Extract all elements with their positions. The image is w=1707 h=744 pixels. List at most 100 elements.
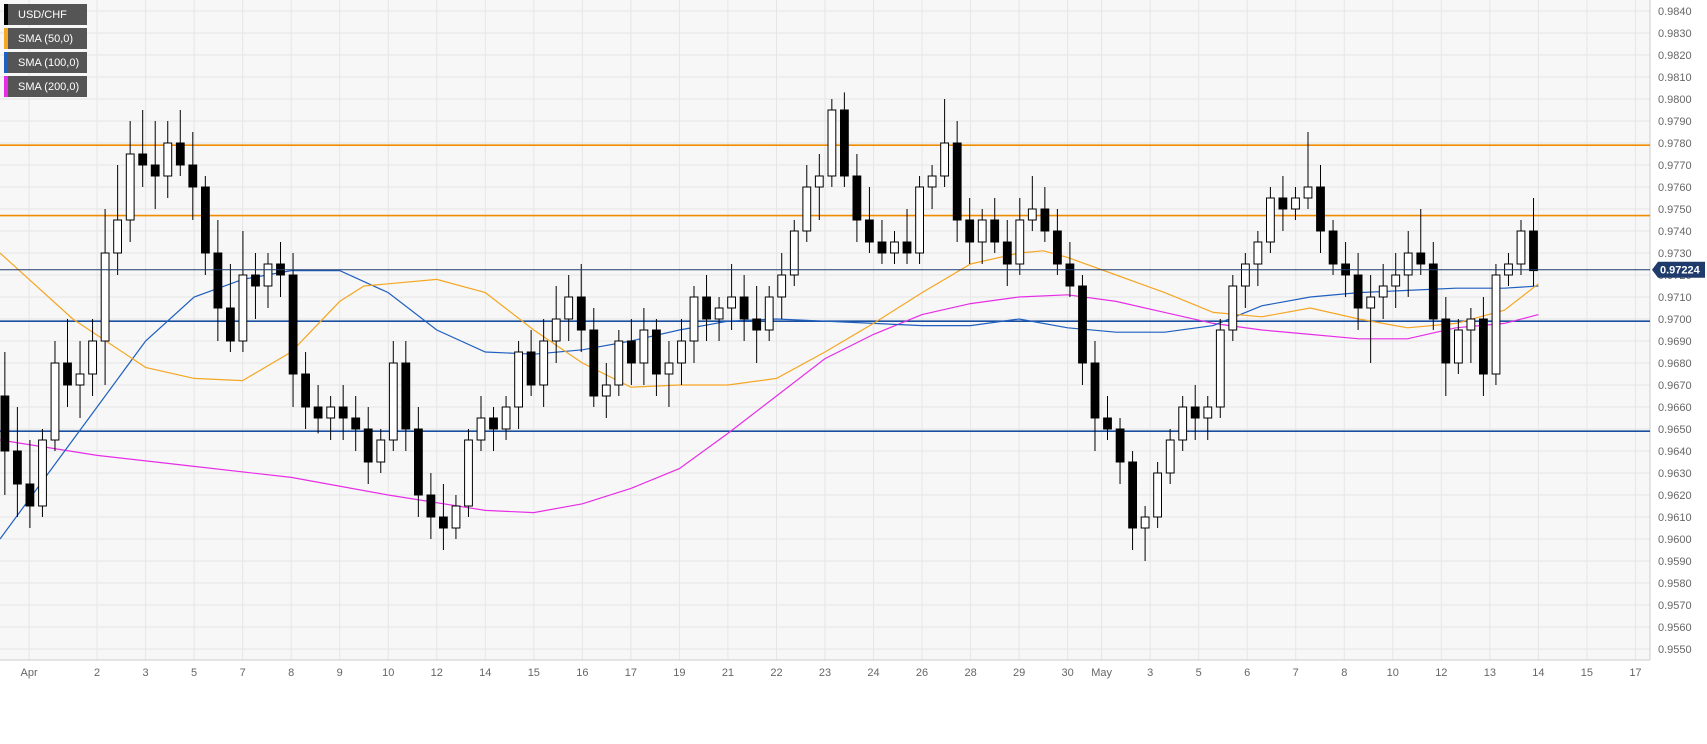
- y-tick-label: 0.9820: [1658, 50, 1692, 62]
- candle-body: [75, 373, 85, 386]
- candle-body: [727, 296, 737, 309]
- x-tick-label: 12: [1435, 667, 1447, 679]
- candle-body: [1153, 472, 1162, 518]
- candle-body: [125, 153, 135, 221]
- candle-body: [1316, 186, 1325, 232]
- candle-body: [376, 439, 386, 463]
- candle-body: [1090, 362, 1100, 419]
- candle-body: [627, 340, 636, 364]
- y-tick-label: 0.9640: [1658, 446, 1692, 458]
- candle-body: [175, 142, 185, 166]
- x-axis-area: [0, 660, 1650, 744]
- candle-body: [414, 428, 423, 496]
- candle-body: [977, 219, 987, 243]
- x-tick-label: 16: [576, 667, 588, 679]
- y-tick-label: 0.9680: [1658, 358, 1692, 370]
- candle-body: [1253, 241, 1263, 265]
- x-tick-label: 15: [1581, 667, 1593, 679]
- candle-body: [514, 351, 524, 408]
- candle-body: [1115, 428, 1125, 463]
- candle-body: [1065, 263, 1075, 287]
- legend-item-sma200[interactable]: SMA (200,0): [4, 76, 88, 97]
- candle-body: [802, 186, 812, 232]
- candle-body: [1454, 329, 1463, 364]
- candle-body: [439, 516, 448, 529]
- candle-body: [1466, 318, 1476, 331]
- candle-body: [451, 505, 461, 529]
- legend-item-sma50[interactable]: SMA (50,0): [4, 28, 88, 49]
- candle-body: [739, 296, 749, 320]
- legend: USD/CHF SMA (50,0) SMA (100,0) SMA (200,…: [4, 4, 88, 97]
- candle-body: [1140, 516, 1150, 529]
- candle-body: [213, 252, 223, 309]
- candle-body: [789, 230, 799, 276]
- y-tick-label: 0.9710: [1658, 292, 1692, 304]
- candle-body: [714, 307, 724, 320]
- candle-body: [1278, 197, 1288, 210]
- candle-body: [226, 307, 235, 342]
- price-tag-label: 0.97224: [1660, 265, 1701, 277]
- y-tick-label: 0.9570: [1658, 600, 1692, 612]
- x-tick-label: 17: [625, 667, 637, 679]
- candle-body: [464, 439, 473, 507]
- candle-body: [1027, 208, 1037, 221]
- candle-body: [702, 296, 712, 320]
- candle-body: [1015, 219, 1025, 265]
- x-tick-label: 23: [819, 667, 831, 679]
- x-tick-label: 6: [1244, 667, 1250, 679]
- candle-body: [915, 186, 925, 254]
- candle-body: [601, 384, 611, 397]
- x-tick-label: 14: [1532, 667, 1544, 679]
- candle-body: [677, 340, 686, 364]
- legend-item-usdchf[interactable]: USD/CHF: [4, 4, 88, 25]
- y-tick-label: 0.9660: [1658, 402, 1692, 414]
- candle-body: [288, 274, 298, 375]
- x-tick-label: 12: [431, 667, 443, 679]
- candle-body: [814, 175, 824, 188]
- candle-body: [752, 318, 762, 331]
- candle-body: [1403, 252, 1413, 276]
- candle-body: [401, 362, 411, 430]
- x-tick-label: 10: [382, 667, 394, 679]
- candle-body: [138, 153, 148, 166]
- candle-body: [689, 296, 699, 342]
- candle-body: [1479, 318, 1488, 375]
- candle-body: [363, 428, 373, 463]
- candle-body: [927, 175, 937, 188]
- candle-body: [1378, 285, 1388, 298]
- y-tick-label: 0.9800: [1658, 94, 1692, 106]
- candle-body: [489, 417, 498, 430]
- candle-body: [965, 219, 975, 243]
- x-tick-label: 29: [1013, 667, 1025, 679]
- candle-body: [201, 186, 210, 254]
- candle-body: [865, 219, 874, 243]
- legend-item-sma100[interactable]: SMA (100,0): [4, 52, 88, 73]
- candle-body: [1366, 296, 1376, 309]
- candle-body: [1328, 230, 1338, 265]
- candle-body: [38, 439, 47, 507]
- candle-body: [1516, 230, 1526, 265]
- x-tick-label: 2: [94, 667, 100, 679]
- candle-body: [188, 164, 198, 188]
- candle-body: [150, 164, 160, 177]
- y-tick-label: 0.9810: [1658, 72, 1692, 84]
- x-tick-label: 22: [770, 667, 782, 679]
- candle-body: [940, 142, 950, 177]
- candle-body: [877, 241, 887, 254]
- y-tick-label: 0.9560: [1658, 622, 1692, 634]
- candle-body: [1078, 285, 1087, 364]
- candle-body: [1303, 186, 1313, 199]
- candle-body: [100, 252, 110, 342]
- candle-body: [113, 219, 122, 254]
- candle-body: [25, 483, 35, 507]
- x-tick-label: 28: [964, 667, 976, 679]
- y-tick-label: 0.9790: [1658, 116, 1692, 128]
- candle-body: [1291, 197, 1300, 210]
- candle-body: [1228, 285, 1238, 331]
- candle-body: [1529, 230, 1538, 272]
- x-tick-label: 10: [1387, 667, 1399, 679]
- x-tick-label: 9: [337, 667, 343, 679]
- candle-body: [827, 109, 837, 177]
- y-tick-label: 0.9600: [1658, 534, 1692, 546]
